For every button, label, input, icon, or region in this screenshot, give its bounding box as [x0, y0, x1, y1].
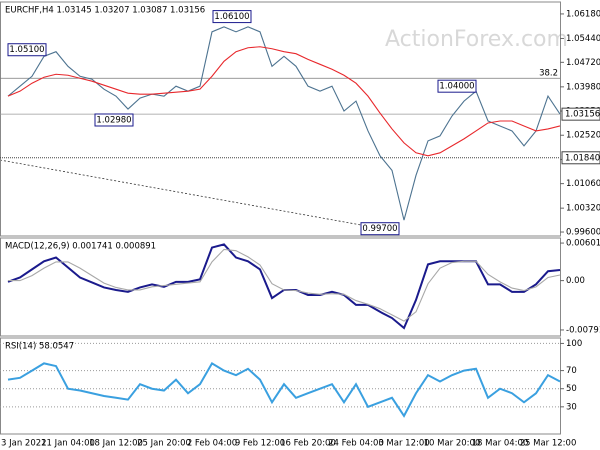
x-tick-label: 3 Mar 12:00 [378, 439, 429, 449]
series-line [8, 248, 561, 322]
y-tick-label: 1.02520 [566, 131, 600, 141]
annotation-label: 1.06100 [214, 12, 249, 22]
y-tick-label: 1.00320 [566, 204, 600, 214]
panel-frame [0, 337, 561, 435]
panel-title: EURCHF,H4 1.03145 1.03207 1.03087 1.0315… [5, 6, 205, 16]
panel-frame [0, 1, 561, 237]
annotation-box [360, 222, 400, 236]
y-tick-label: 70 [566, 366, 577, 376]
x-tick-label: 25 Jan 20:00 [137, 439, 191, 449]
series-line [7, 46, 561, 157]
series-line [7, 361, 561, 418]
panel-frame [0, 237, 561, 337]
y-tick-label: 0.99600 [566, 228, 600, 238]
x-tick-label: 25 Mar 12:00 [520, 439, 577, 449]
annotation-box [437, 79, 477, 93]
y-tick-label: 100 [566, 339, 582, 349]
panel-title: MACD(12,26,9) 0.001741 0.000891 [5, 242, 156, 252]
last-price-label: 1.03156 [565, 110, 600, 120]
x-tick-label: 3 Jan 2022 [1, 439, 47, 449]
annotation-label: 1.02980 [96, 115, 131, 125]
y-tick-label: 1.01060 [566, 179, 600, 189]
annotation-box [212, 10, 252, 24]
x-tick-label: 2 Feb 04:00 [187, 439, 237, 449]
y-tick-label: 0.006017 [566, 239, 600, 249]
x-tick-label: 9 Feb 12:00 [235, 439, 285, 449]
y-tick-label: 30 [566, 402, 577, 412]
y-tick-label: 1.06180 [566, 9, 600, 19]
annotation-label: 1.05100 [9, 45, 44, 55]
y-tick-label: 50 [566, 384, 577, 394]
y-tick-label: -0.007911 [566, 325, 600, 335]
y-tick-label: 0.00 [566, 276, 585, 286]
y-tick-label: 1.05440 [566, 34, 600, 44]
watermark: ActionForex.com [385, 27, 568, 52]
support-label: 1.01840 [565, 153, 600, 163]
x-tick-label: 24 Feb 04:00 [328, 439, 384, 449]
panel-title: RSI(14) 58.0547 [5, 342, 74, 352]
fib-label: 38.2 [539, 69, 558, 79]
annotation-box [7, 43, 47, 57]
y-tick-label: 1.03980 [566, 82, 600, 92]
annotation-box [94, 113, 134, 127]
annotation-label: 1.04000 [439, 82, 474, 92]
x-tick-label: 11 Jan 04:00 [41, 439, 95, 449]
x-tick-label: 18 Mar 04:00 [472, 439, 529, 449]
x-tick-label: 18 Jan 12:00 [89, 439, 143, 449]
y-tick-label: 1.04720 [566, 58, 600, 68]
x-tick-label: 10 Mar 20:00 [424, 439, 481, 449]
annotation-label: 0.99700 [362, 224, 397, 234]
x-tick-label: 16 Feb 20:00 [280, 439, 336, 449]
last-price-box [561, 107, 600, 121]
support-box [561, 151, 600, 165]
series-line [7, 26, 561, 221]
